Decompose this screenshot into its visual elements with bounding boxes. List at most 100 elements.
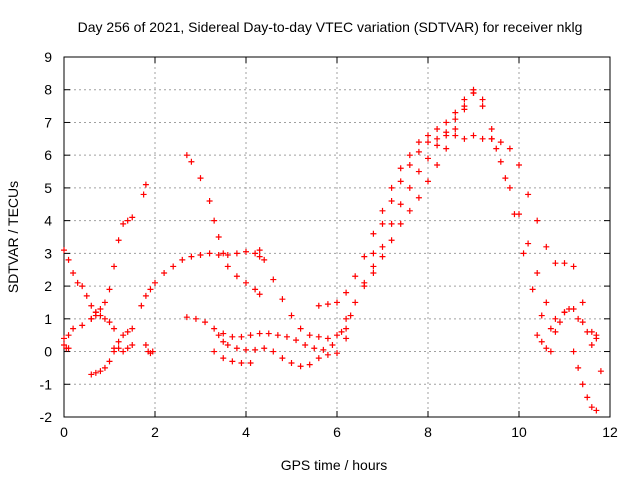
data-point [397, 201, 404, 208]
data-point [443, 132, 450, 139]
data-point [379, 243, 386, 250]
data-point [397, 165, 404, 172]
data-point [538, 338, 545, 345]
data-point [129, 325, 136, 332]
data-point [188, 253, 195, 260]
data-point [415, 139, 422, 146]
data-point [101, 315, 108, 322]
data-point [497, 158, 504, 165]
data-point [306, 361, 313, 368]
data-point [452, 116, 459, 123]
data-point [370, 270, 377, 276]
chart-title: Day 256 of 2021, Sidereal Day-to-day VTE… [78, 19, 583, 35]
data-point [397, 220, 404, 227]
data-point [584, 328, 591, 335]
data-point [256, 247, 263, 254]
data-point [229, 358, 236, 365]
data-point [538, 312, 545, 319]
data-point [65, 332, 72, 339]
data-point [461, 96, 468, 103]
data-point [83, 292, 90, 299]
data-point [233, 345, 240, 352]
data-point [434, 142, 441, 149]
data-point [334, 332, 340, 339]
data-point [406, 162, 413, 168]
data-point [415, 148, 422, 155]
data-point [192, 315, 199, 322]
data-point [297, 325, 304, 332]
x-tick-label: 2 [151, 424, 159, 440]
data-point [206, 198, 213, 204]
y-tick-label: 5 [44, 180, 52, 196]
data-point [552, 328, 559, 335]
data-point [502, 175, 509, 182]
data-point [406, 207, 413, 214]
data-point [106, 358, 113, 365]
data-point [516, 162, 522, 168]
data-point [406, 152, 413, 159]
series-arc-u [534, 332, 554, 355]
data-point [570, 306, 577, 312]
data-point [561, 260, 568, 267]
data-point [406, 184, 413, 191]
y-tick-label: 6 [44, 147, 52, 163]
data-point [101, 364, 108, 371]
data-point [106, 319, 113, 326]
data-point [243, 279, 249, 286]
data-point [379, 207, 386, 214]
data-point [352, 299, 359, 306]
data-point [302, 342, 309, 348]
series-arc-i [138, 248, 263, 309]
data-point [288, 360, 295, 366]
y-tick-label: 9 [44, 49, 52, 65]
data-point [256, 253, 263, 260]
data-point [479, 135, 486, 142]
data-point [324, 351, 331, 358]
x-axis-label: GPS time / hours [281, 457, 388, 473]
data-point [497, 139, 504, 146]
data-point [92, 369, 99, 376]
data-point [170, 263, 177, 270]
data-point [543, 345, 550, 352]
data-point [261, 256, 268, 263]
data-point [452, 126, 459, 132]
series-arc-o [315, 86, 486, 309]
data-point [493, 145, 500, 152]
data-point [129, 342, 136, 348]
data-point [124, 217, 131, 224]
data-point [388, 184, 395, 191]
x-tick-label: 4 [242, 424, 250, 440]
series-arc-c [61, 342, 72, 352]
data-point [379, 253, 386, 260]
data-point [283, 333, 290, 340]
data-point [197, 252, 204, 258]
data-point [161, 270, 168, 276]
data-point [261, 345, 268, 352]
data-point [243, 248, 249, 255]
y-tick-label: 7 [44, 114, 52, 130]
data-point [265, 330, 272, 337]
data-point [593, 335, 600, 342]
data-point [525, 240, 532, 247]
data-point [593, 407, 600, 414]
data-point [397, 178, 404, 185]
data-point [124, 328, 131, 335]
y-tick-label: -1 [40, 376, 53, 392]
series-arc-d [88, 214, 136, 322]
data-point [111, 325, 118, 332]
data-point [588, 404, 595, 411]
data-point [434, 126, 441, 132]
x-tick-label: 0 [60, 424, 68, 440]
y-tick-label: 2 [44, 278, 52, 294]
data-point [233, 273, 240, 280]
data-point [79, 283, 86, 290]
data-point [61, 335, 67, 342]
data-point [561, 309, 568, 316]
data-point [224, 342, 231, 348]
data-point [211, 348, 218, 355]
data-point [206, 250, 213, 257]
data-point [293, 337, 300, 344]
data-point [202, 319, 209, 326]
